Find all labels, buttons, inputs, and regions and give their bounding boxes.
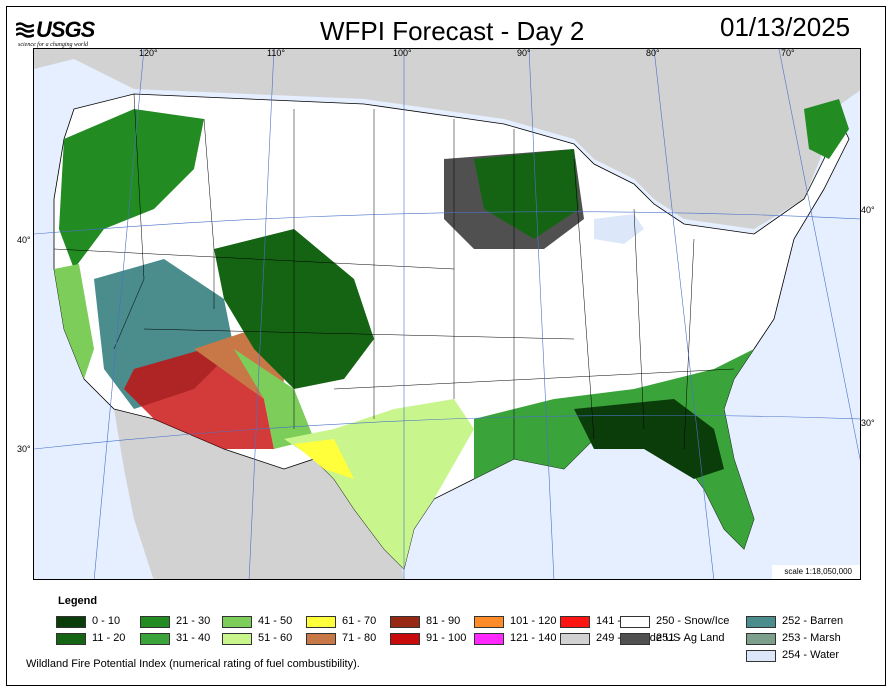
legend-label: 61 - 70	[342, 615, 377, 627]
forecast-date: 01/13/2025	[720, 12, 851, 42]
legend-label: 11 - 20	[92, 632, 126, 644]
legend-label: 0 - 10	[92, 615, 121, 627]
map-scale: scale 1:18,050,000	[782, 567, 854, 576]
legend-swatch	[140, 616, 170, 628]
logo-tagline: science for a changing world	[18, 42, 88, 48]
legend-swatch	[746, 633, 776, 645]
legend-label: 254 - Water	[782, 649, 840, 661]
lat-label-40-right: 40°	[861, 205, 875, 215]
legend-swatch	[56, 633, 86, 645]
legend-label: 51 - 60	[258, 632, 293, 644]
lon-label-90: 90°	[517, 48, 531, 58]
legend-title: Legend	[58, 595, 98, 607]
legend-label: 41 - 50	[258, 615, 293, 627]
great-lakes	[594, 214, 644, 244]
legend-label: 81 - 90	[426, 615, 461, 627]
legend-swatch	[390, 633, 420, 645]
legend-swatch	[474, 616, 504, 628]
figure-frame	[6, 6, 886, 686]
legend-label: 121 - 140	[510, 632, 557, 644]
map-canvas	[34, 49, 860, 579]
legend-label: 31 - 40	[176, 632, 211, 644]
lon-label-110: 110°	[267, 48, 285, 58]
legend-swatch	[222, 616, 252, 628]
canada-region	[34, 49, 860, 229]
lon-label-100: 100°	[393, 48, 412, 58]
map-caption: Wildland Fire Potential Index (numerical…	[26, 658, 360, 670]
legend-label: 91 - 100	[426, 632, 467, 644]
new-england-forest	[804, 99, 849, 159]
legend-swatch	[140, 633, 170, 645]
mexico-region	[114, 409, 404, 579]
legend-swatch	[306, 633, 336, 645]
legend-swatch	[222, 633, 252, 645]
legend-swatch	[560, 633, 590, 645]
graticule	[34, 49, 860, 579]
map-title: WFPI Forecast - Day 2	[320, 16, 585, 46]
legend-label: 250 - Snow/Ice	[656, 615, 730, 627]
west-texas-yellow	[294, 439, 354, 479]
wfpi-map: scale 1:18,050,000	[33, 48, 861, 580]
lat-label-30-left: 30°	[17, 444, 31, 454]
legend-swatch	[560, 616, 590, 628]
legend-label: 251 - Ag Land	[656, 632, 725, 644]
upper-midwest-forest	[474, 149, 579, 239]
southwest-high-fire	[124, 349, 274, 449]
logo-text: USGS	[36, 17, 95, 42]
legend-label: 71 - 80	[342, 632, 377, 644]
usgs-wave-icon	[16, 22, 34, 38]
legend-swatch	[474, 633, 504, 645]
legend-label: 21 - 30	[176, 615, 211, 627]
usgs-logo: USGS science for a changing world	[16, 16, 106, 50]
legend-label: 101 - 120	[510, 615, 557, 627]
lon-label-80: 80°	[646, 48, 660, 58]
southeast-region	[474, 349, 754, 549]
lon-label-70: 70°	[781, 48, 795, 58]
legend-swatch	[390, 616, 420, 628]
legend-label: 253 - Marsh	[782, 632, 841, 644]
legend-swatch	[620, 633, 650, 645]
legend-label: 252 - Barren	[782, 615, 844, 627]
legend-swatch	[746, 650, 776, 662]
legend-swatch	[746, 616, 776, 628]
legend-swatch	[56, 616, 86, 628]
california-coast	[54, 264, 94, 379]
lat-label-40-left: 40°	[17, 235, 31, 245]
legend-swatch	[620, 616, 650, 628]
lat-label-30-right: 30°	[861, 418, 875, 428]
legend-swatch	[306, 616, 336, 628]
deep-south-forest	[574, 399, 724, 479]
state-boundaries	[53, 93, 735, 459]
lon-label-120: 120°	[139, 48, 158, 58]
